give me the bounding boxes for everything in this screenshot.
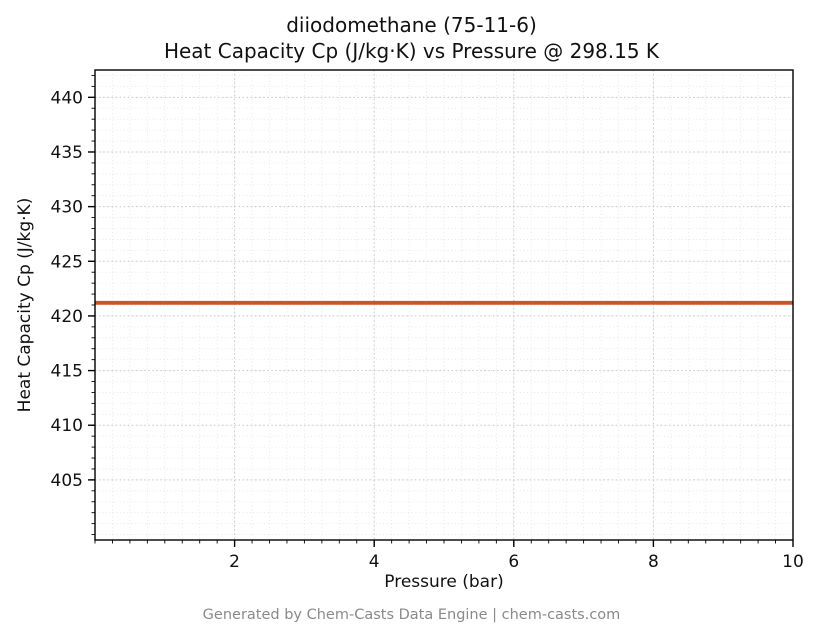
footer-text: Generated by Chem-Casts Data Engine | ch…	[202, 607, 621, 623]
chart-title: diiodomethane (75-11-6) Heat Capacity Cp…	[0, 12, 823, 64]
x-axis-label: Pressure (bar)	[384, 572, 504, 592]
y-tick-label: 415	[51, 362, 83, 382]
x-tick-label: 10	[782, 552, 804, 572]
y-tick-label: 425	[51, 252, 83, 272]
x-tick-label: 8	[648, 552, 659, 572]
y-tick-label: 435	[51, 143, 83, 163]
x-tick-label: 2	[229, 552, 240, 572]
y-tick-label: 420	[51, 307, 83, 327]
x-tick-label: 6	[508, 552, 519, 572]
y-axis-label: Heat Capacity Cp (J/kg·K)	[15, 197, 35, 413]
y-tick-label: 410	[51, 416, 83, 436]
y-tick-label: 405	[51, 471, 83, 491]
chart-title-line-2: Heat Capacity Cp (J/kg·K) vs Pressure @ …	[163, 39, 660, 63]
y-tick-label: 430	[51, 198, 83, 218]
x-tick-label: 4	[369, 552, 380, 572]
y-tick-label: 440	[51, 88, 83, 108]
chart-title-line-1: diiodomethane (75-11-6)	[286, 13, 537, 37]
